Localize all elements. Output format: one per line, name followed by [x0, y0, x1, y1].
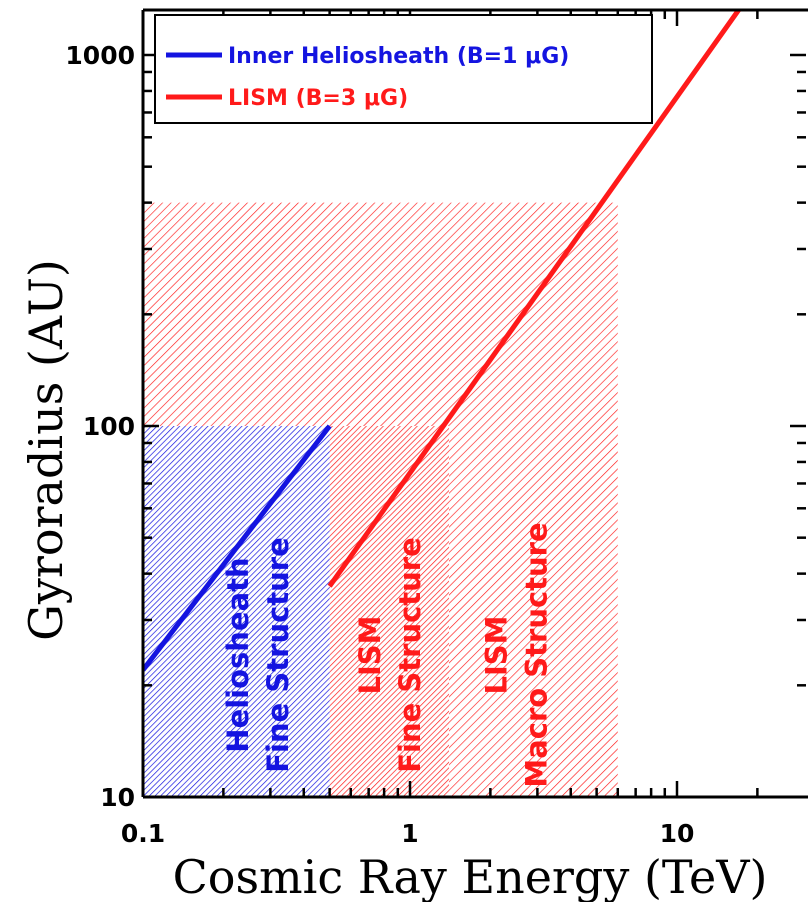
series-lines — [143, 10, 742, 672]
region-label-line: Fine Structure — [393, 537, 427, 773]
region-label-line: Macro Structure — [519, 522, 553, 787]
region-label-0: LISM Macro Structure — [479, 522, 553, 787]
region-label-1: LISM Fine Structure — [353, 537, 427, 773]
x-tick-label: 10 — [660, 819, 695, 848]
legend-label-0: Inner Heliosheath (B=1 μG) — [228, 44, 569, 69]
y-tick-label: 1000 — [65, 41, 135, 70]
region-label-2: Heliosheath Fine Structure — [221, 537, 295, 773]
x-tick-label: 0.1 — [121, 819, 165, 848]
legend: Inner Heliosheath (B=1 μG) LISM (B=3 μG) — [154, 14, 653, 124]
region-hatch-2 — [143, 426, 330, 797]
region-label-line: Heliosheath — [221, 557, 255, 752]
legend-box — [154, 14, 653, 124]
y-tick-label: 10 — [100, 783, 135, 812]
axes: 0.1 1 10 10 100 1000 — [65, 8, 808, 848]
x-tick-label: 1 — [401, 819, 418, 848]
y-axis-title: Gyroradius (AU) — [19, 259, 73, 641]
x-axis-title: Cosmic Ray Energy (TeV) — [173, 850, 768, 902]
region-label-line: LISM — [479, 615, 513, 694]
legend-label-1: LISM (B=3 μG) — [228, 86, 408, 111]
series-line-1 — [327, 10, 742, 588]
shaded-regions — [143, 202, 618, 797]
region-hatch-1 — [329, 426, 450, 797]
region-label-line: LISM — [353, 615, 387, 694]
series-line-0 — [143, 424, 332, 672]
y-tick-label: 100 — [83, 412, 135, 441]
region-label-line: Fine Structure — [261, 537, 295, 773]
